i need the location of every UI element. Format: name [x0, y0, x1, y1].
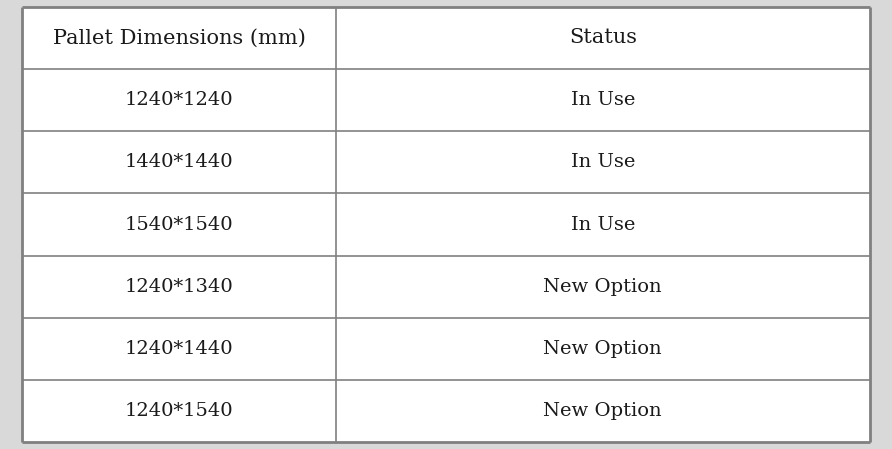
Text: In Use: In Use [571, 216, 635, 233]
Text: In Use: In Use [571, 153, 635, 171]
Text: 1240*1540: 1240*1540 [125, 402, 234, 420]
Text: 1240*1240: 1240*1240 [125, 91, 234, 109]
Text: 1540*1540: 1540*1540 [125, 216, 234, 233]
Text: New Option: New Option [543, 402, 662, 420]
Text: New Option: New Option [543, 340, 662, 358]
Text: 1240*1440: 1240*1440 [125, 340, 234, 358]
Text: 1440*1440: 1440*1440 [125, 153, 234, 171]
Text: New Option: New Option [543, 278, 662, 296]
Text: In Use: In Use [571, 91, 635, 109]
Text: Pallet Dimensions (mm): Pallet Dimensions (mm) [53, 28, 305, 47]
Text: Status: Status [569, 28, 637, 47]
Text: 1240*1340: 1240*1340 [125, 278, 234, 296]
